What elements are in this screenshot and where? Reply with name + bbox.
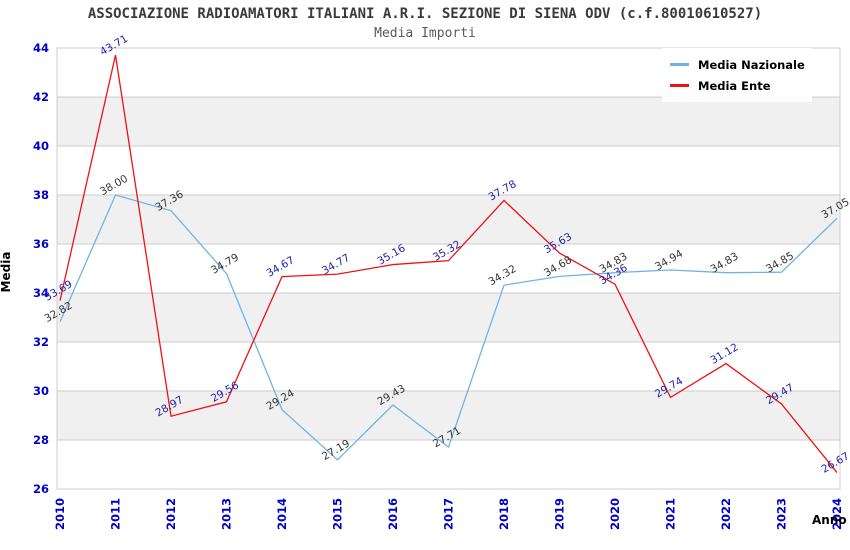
- y-tick-label: 28: [33, 433, 49, 447]
- legend-item-media-nazionale: Media Nazionale: [670, 54, 812, 75]
- y-tick-label: 44: [33, 41, 49, 55]
- data-label: 43.71: [98, 33, 130, 58]
- data-label: 31.12: [708, 341, 740, 366]
- data-label: 38.00: [98, 173, 130, 198]
- y-tick-label: 32: [33, 335, 49, 349]
- x-tick-label: 2011: [109, 498, 123, 530]
- y-tick-label: 42: [33, 90, 49, 104]
- series-line-media-ente: [59, 54, 838, 473]
- x-tick-label: 2022: [719, 498, 733, 530]
- data-label: 34.85: [764, 250, 796, 275]
- x-axis-title: Anno: [812, 513, 847, 527]
- x-tick-label: 2021: [664, 498, 678, 530]
- x-tick-label: 2016: [386, 498, 400, 530]
- x-tick-label: 2020: [608, 498, 622, 530]
- data-label: 34.94: [653, 248, 685, 274]
- plot-band: [57, 195, 840, 244]
- x-tick-label: 2018: [497, 498, 511, 530]
- chart-title: ASSOCIAZIONE RADIOAMATORI ITALIANI A.R.I…: [87, 6, 763, 22]
- x-tick-label: 2015: [331, 498, 345, 530]
- y-tick-label: 40: [33, 139, 49, 153]
- legend-item-media-ente: Media Ente: [670, 75, 812, 96]
- x-tick-label: 2014: [275, 498, 289, 530]
- x-tick-label: 2010: [53, 498, 67, 530]
- chart-subtitle: Media Importi: [374, 26, 476, 41]
- legend-label-media-ente: Media Ente: [698, 78, 771, 93]
- data-label: 34.79: [209, 251, 241, 276]
- x-tick-label: 2023: [775, 498, 789, 530]
- series-line-media-nazionale: [59, 194, 838, 461]
- y-tick-label: 34: [33, 286, 49, 300]
- legend-label-media-nazionale: Media Nazionale: [698, 57, 805, 72]
- plot-band: [57, 97, 840, 146]
- media-nazionale-line-swatch-icon: [670, 63, 689, 66]
- x-tick-label: 2024: [830, 498, 844, 530]
- plot-band: [57, 293, 840, 342]
- x-tick-label: 2019: [553, 498, 567, 530]
- y-tick-label: 30: [33, 384, 49, 398]
- plot-border: [56, 47, 841, 490]
- x-tick-label: 2017: [442, 498, 456, 530]
- y-tick-label: 38: [33, 188, 49, 202]
- data-label: 26.67: [819, 450, 850, 475]
- data-label: 34.77: [320, 252, 352, 277]
- x-tick-label: 2013: [220, 498, 234, 530]
- y-tick-label: 26: [33, 482, 49, 496]
- media-ente-line-swatch-icon: [670, 84, 689, 87]
- x-tick-label: 2012: [164, 498, 178, 530]
- data-label: 34.32: [486, 263, 518, 288]
- plot-band: [57, 391, 840, 440]
- legend: Media Nazionale Media Ente: [662, 48, 812, 102]
- y-axis-title: Media: [0, 251, 13, 293]
- y-tick-label: 36: [33, 237, 49, 251]
